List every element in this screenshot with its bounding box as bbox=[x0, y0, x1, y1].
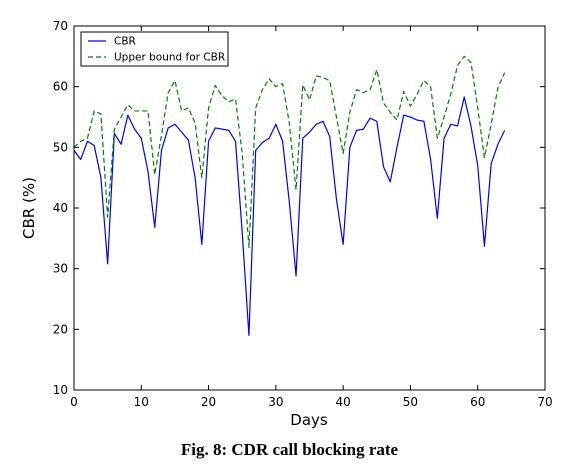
series-lines bbox=[73, 55, 506, 336]
legend: CBR Upper bound for CBR bbox=[80, 31, 229, 67]
legend-label-cbr: CBR bbox=[114, 36, 136, 48]
y-tick-label: 20 bbox=[53, 322, 68, 336]
x-tick-label: 0 bbox=[70, 395, 78, 409]
legend-label-upper-bound: Upper bound for CBR bbox=[114, 52, 225, 64]
x-tick-label: 60 bbox=[470, 395, 485, 409]
figure-caption: Fig. 8: CDR call blocking rate bbox=[180, 440, 399, 459]
x-tick-label: 50 bbox=[403, 395, 418, 409]
y-axis-label: CBR (%) bbox=[20, 177, 38, 239]
y-tick-label: 60 bbox=[53, 80, 68, 94]
x-tick-label: 70 bbox=[537, 395, 552, 409]
legend-box bbox=[80, 31, 229, 67]
x-axis-label: Days bbox=[290, 411, 328, 429]
y-tick-label: 50 bbox=[53, 140, 68, 154]
series-line-upper-bound bbox=[73, 55, 506, 249]
x-tick-label: 40 bbox=[336, 395, 351, 409]
y-tick-label: 30 bbox=[53, 262, 68, 276]
y-tick-label: 70 bbox=[53, 19, 68, 33]
series-line-cbr bbox=[73, 96, 506, 336]
x-tick-label: 30 bbox=[268, 395, 283, 409]
plot-area-frame bbox=[73, 25, 546, 391]
y-tick-label: 40 bbox=[53, 201, 68, 215]
y-tick-label: 10 bbox=[53, 383, 68, 397]
x-tick-label: 10 bbox=[134, 395, 149, 409]
x-tick-label: 20 bbox=[201, 395, 216, 409]
